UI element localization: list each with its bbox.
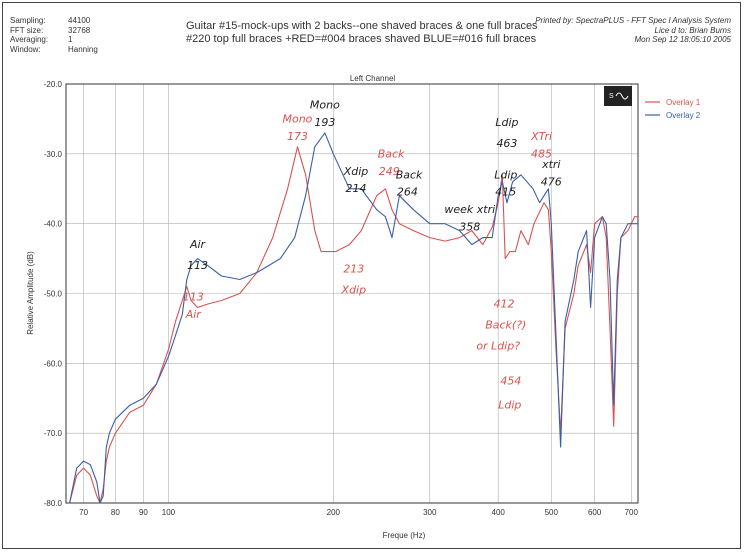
annotation-label: Air: [189, 238, 207, 251]
x-axis-label: Freque (Hz): [383, 531, 426, 540]
x-tick-label: 700: [625, 508, 639, 517]
annotation-label: 415: [495, 186, 516, 199]
annotation-label: Xdip: [341, 284, 367, 297]
annotation-label: 476: [541, 175, 562, 188]
chart-title: Left Channel: [349, 74, 396, 83]
settings-key: Averaging:: [10, 35, 49, 44]
settings-value: 44100: [68, 16, 91, 25]
annotation-label: 193: [314, 116, 335, 129]
annotation-label: Xdip: [343, 165, 369, 178]
settings-row: Window: Hanning: [10, 45, 98, 55]
settings-row: FFT size: 32768: [10, 26, 98, 36]
annotation-label: 463: [496, 137, 517, 150]
printed-by: Printed by: SpectraPLUS - FFT Spec l Ana…: [535, 16, 731, 25]
logo-wave: [615, 92, 629, 100]
annotation-label: XTri: [530, 130, 552, 143]
y-tick-label: -20.0: [44, 80, 63, 89]
x-tick-label: 100: [162, 508, 176, 517]
settings-key: Sampling:: [10, 16, 46, 25]
y-tick-label: -40.0: [44, 220, 63, 229]
annotation-label: 358: [459, 221, 480, 234]
y-tick-label: -80.0: [44, 499, 63, 508]
x-tick-label: 300: [423, 508, 437, 517]
series-layer: [69, 132, 638, 504]
print-timestamp: Mon Sep 12 18:05:10 2005: [634, 35, 731, 44]
analysis-settings: Sampling: 44100 FFT size: 32768 Averaging:…: [10, 16, 98, 54]
annotation-label: 173: [287, 130, 308, 143]
annotation-label: 264: [397, 186, 418, 199]
annotation-label: Ldip: [494, 168, 517, 181]
legend-label-overlay2: Overlay 2: [666, 111, 701, 120]
series-line-overlay1: [69, 146, 638, 504]
settings-key: FFT size:: [10, 25, 44, 35]
chart-grid: [66, 83, 638, 504]
y-axis-label: Relative Amplitude (dB): [26, 251, 35, 335]
print-info: Printed by: SpectraPLUS - FFT Spec l Ana…: [535, 16, 731, 45]
settings-value: Hanning: [68, 44, 98, 54]
chart-legend: S Overlay 1 Overlay 2: [604, 86, 701, 120]
x-tick-label: 600: [588, 508, 602, 517]
annotation-label: Back: [396, 168, 423, 181]
annotation-label: Mono: [310, 98, 340, 111]
logo-glyph: S: [609, 93, 614, 100]
y-tick-label: -30.0: [44, 150, 63, 159]
annotation-label: Mono: [282, 112, 312, 125]
settings-row: Sampling: 44100: [10, 16, 98, 26]
annotation-label: 412: [494, 297, 515, 310]
y-tick-label: -60.0: [44, 359, 63, 368]
report-title: Guitar #15-mock-ups with 2 backs--one sh…: [186, 20, 606, 46]
annotation-label: 113: [183, 290, 204, 303]
series-line-overlay2: [69, 132, 638, 504]
annotation-label: 485: [531, 147, 552, 160]
annotation-label: Back(?): [485, 318, 526, 331]
title-line: Guitar #15-mock-ups with 2 backs--one sh…: [186, 20, 538, 32]
x-tick-label: 80: [111, 508, 120, 517]
legend-label-overlay1: Overlay 1: [666, 98, 701, 107]
annotation-label: Ldip: [498, 399, 521, 412]
annotation-label: 249: [379, 165, 400, 178]
settings-value: 32768: [68, 25, 91, 35]
y-tick-label: -70.0: [44, 429, 63, 438]
annotation-label: or Ldip?: [476, 339, 520, 352]
annotation-label: xtri: [541, 158, 560, 171]
annotation-label: week xtri: [444, 203, 495, 216]
axis-ticks: 70 80 90 100 200 300 400 500 600 700 -20.0 -30.0 -40…: [44, 80, 639, 517]
x-tick-label: 200: [327, 508, 341, 517]
settings-value: 1: [68, 35, 73, 44]
licensed-to: Lice d to: Brian Burns: [654, 25, 731, 35]
x-tick-label: 400: [492, 508, 506, 517]
plot-border: [65, 83, 639, 504]
x-tick-label: 70: [79, 508, 88, 517]
handwritten-annotations: Air113113AirMono173Mono193Xdip214213Xdip…: [183, 98, 562, 411]
annotation-label: Ldip: [495, 116, 518, 129]
annotation-label: Air: [185, 308, 203, 321]
y-tick-label: -50.0: [44, 290, 63, 299]
title-line: #220 top full braces +RED=#004 braces sh…: [186, 33, 537, 45]
annotation-label: 213: [343, 263, 364, 276]
annotation-label: 454: [500, 374, 521, 387]
x-tick-label: 500: [545, 508, 559, 517]
annotation-label: 113: [187, 259, 208, 272]
annotation-label: 214: [345, 182, 366, 195]
settings-row: Averaging: 1: [10, 35, 98, 45]
annotation-label: Back: [378, 147, 405, 160]
x-tick-label: 90: [139, 508, 148, 517]
spectraplus-logo: [604, 86, 632, 106]
settings-key: Window:: [10, 44, 41, 54]
